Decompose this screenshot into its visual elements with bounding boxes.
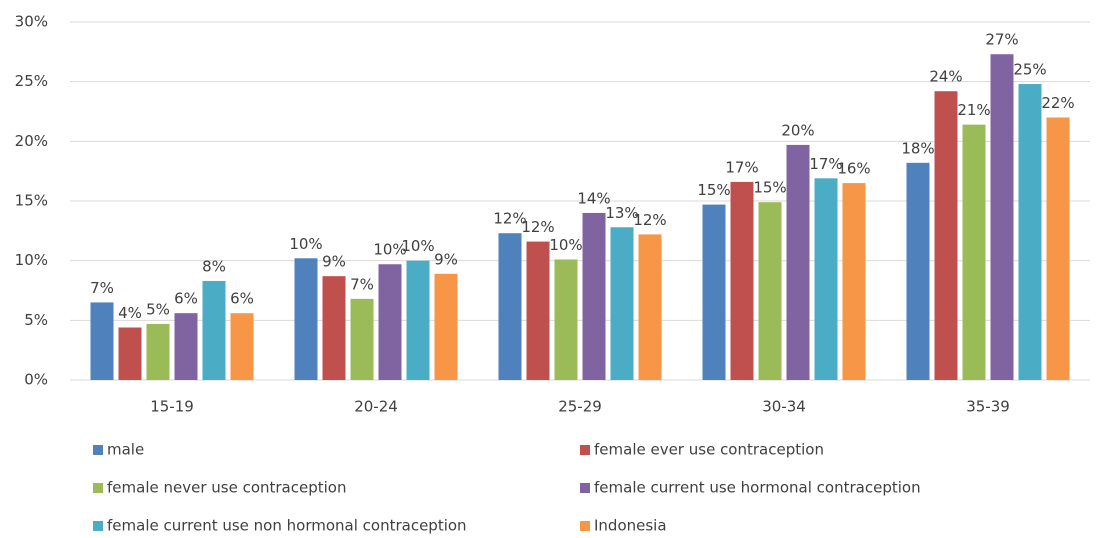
- data-label: 15%: [753, 179, 786, 197]
- legend-label: Indonesia: [594, 517, 667, 535]
- data-label: 10%: [401, 237, 434, 255]
- legend-swatch: [93, 445, 103, 455]
- bar: [730, 181, 754, 380]
- bar: [146, 323, 170, 380]
- bar: [962, 124, 986, 380]
- data-label: 6%: [230, 290, 254, 308]
- legend-label: female current use non hormonal contrace…: [107, 517, 467, 535]
- x-tick-label: 20-24: [354, 398, 398, 416]
- legend-label: male: [107, 441, 144, 459]
- data-label: 27%: [985, 31, 1018, 49]
- bar: [906, 162, 930, 380]
- data-label: 6%: [174, 290, 198, 308]
- data-label: 24%: [929, 68, 962, 86]
- bar: [118, 327, 142, 380]
- y-tick-label: 0%: [24, 371, 48, 389]
- legend-label: female current use hormonal contraceptio…: [594, 479, 921, 497]
- bar: [378, 264, 402, 380]
- legend-swatch: [580, 445, 590, 455]
- y-tick-label: 25%: [15, 72, 48, 90]
- data-label: 18%: [901, 139, 934, 157]
- data-label: 17%: [725, 158, 758, 176]
- bar: [350, 298, 374, 380]
- bar: [230, 313, 254, 380]
- data-label: 16%: [837, 160, 870, 178]
- data-label: 10%: [549, 236, 582, 254]
- bar: [294, 258, 318, 380]
- data-label: 12%: [633, 211, 666, 229]
- bar: [814, 178, 838, 380]
- bar: [174, 313, 198, 380]
- legend-label: female ever use contraception: [594, 441, 824, 459]
- data-label: 7%: [350, 275, 374, 293]
- data-label: 10%: [373, 241, 406, 259]
- legend-label: female never use contraception: [107, 479, 346, 497]
- data-label: 7%: [90, 279, 114, 297]
- data-label: 5%: [146, 300, 170, 318]
- bar: [610, 227, 634, 380]
- data-label: 9%: [322, 253, 346, 271]
- bar: [842, 183, 866, 380]
- x-tick-label: 15-19: [150, 398, 194, 416]
- bar: [434, 273, 458, 380]
- bar: [990, 54, 1014, 380]
- data-label: 12%: [521, 218, 554, 236]
- y-tick-label: 15%: [15, 192, 48, 210]
- legend-swatch: [580, 521, 590, 531]
- bar: [526, 241, 550, 380]
- bar: [1046, 117, 1070, 380]
- legend-swatch: [93, 483, 103, 493]
- data-label: 22%: [1041, 94, 1074, 112]
- y-tick-label: 5%: [24, 311, 48, 329]
- x-tick-label: 35-39: [966, 398, 1010, 416]
- y-tick-label: 20%: [15, 132, 48, 150]
- data-label: 13%: [605, 204, 638, 222]
- y-tick-label: 30%: [15, 13, 48, 31]
- data-label: 9%: [434, 250, 458, 268]
- data-label: 17%: [809, 155, 842, 173]
- y-tick-label: 10%: [15, 251, 48, 269]
- bar: [202, 280, 226, 380]
- bar: [554, 259, 578, 380]
- bar: [498, 233, 522, 380]
- bar: [1018, 84, 1042, 380]
- data-label: 12%: [493, 210, 526, 228]
- x-tick-label: 30-34: [762, 398, 806, 416]
- data-label: 15%: [697, 181, 730, 199]
- bar: [638, 234, 662, 380]
- bar: [322, 276, 346, 380]
- data-label: 8%: [202, 257, 226, 275]
- legend-swatch: [93, 521, 103, 531]
- x-tick-label: 25-29: [558, 398, 602, 416]
- bar: [786, 144, 810, 380]
- bar: [702, 204, 726, 380]
- data-label: 14%: [577, 189, 610, 207]
- bar: [934, 91, 958, 381]
- data-label: 10%: [289, 235, 322, 253]
- data-label: 25%: [1013, 61, 1046, 79]
- data-label: 20%: [781, 121, 814, 139]
- legend-swatch: [580, 483, 590, 493]
- data-label: 21%: [957, 101, 990, 119]
- data-label: 4%: [118, 304, 142, 322]
- bar: [582, 212, 606, 380]
- bar: [90, 302, 114, 380]
- bar: [406, 260, 430, 380]
- bar: [758, 202, 782, 380]
